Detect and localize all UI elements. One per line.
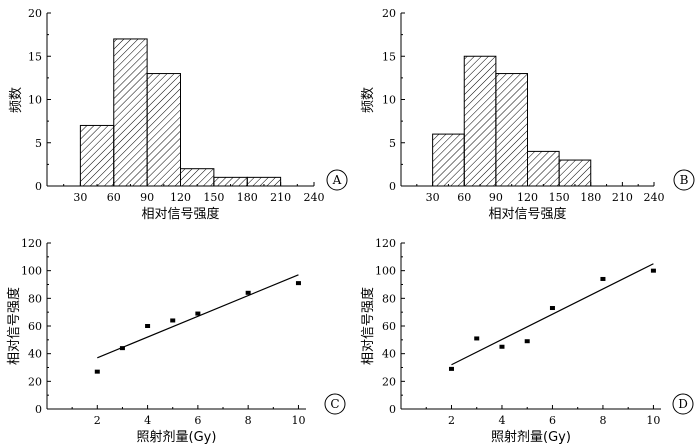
x-tick-label: 2 xyxy=(448,414,455,427)
x-tick-label: 180 xyxy=(580,191,601,204)
histogram-bar xyxy=(463,55,497,187)
x-tick-label: 10 xyxy=(646,414,660,427)
panel-badge xyxy=(324,393,346,415)
x-tick-label: 150 xyxy=(203,191,224,204)
histogram-bar xyxy=(180,168,215,187)
histogram-bar xyxy=(79,124,115,187)
histogram-bar xyxy=(495,73,528,187)
y-tick-label: 20 xyxy=(28,7,42,20)
x-axis-label: 照射剂量(Gy) xyxy=(491,429,571,445)
panel-badge xyxy=(673,169,695,191)
y-axis-label: 相对信号强度 xyxy=(6,287,22,365)
histogram-bar xyxy=(558,159,592,187)
y-tick-label: 5 xyxy=(389,137,396,150)
x-axis-label: 照射剂量(Gy) xyxy=(137,429,217,445)
x-tick-label: 8 xyxy=(599,414,606,427)
data-point xyxy=(245,290,251,295)
x-tick-label: 60 xyxy=(457,191,471,204)
scatter-d: 0 20 40 60 80 100 120 2 4 6 8 10 照射剂量(Gy) 相对信号强度 D xyxy=(360,237,694,445)
x-tick-label: 10 xyxy=(291,414,305,427)
y-tick-label: 10 xyxy=(28,94,42,107)
panel-label: B xyxy=(680,173,689,187)
y-tick-label: 40 xyxy=(28,348,42,361)
y-tick-label: 20 xyxy=(28,375,42,388)
panel-badge xyxy=(326,169,348,191)
y-tick-label: 100 xyxy=(375,265,396,278)
x-tick-label: 90 xyxy=(489,191,503,204)
data-point xyxy=(499,344,505,349)
data-point xyxy=(474,336,480,341)
y-tick-label: 60 xyxy=(382,320,396,333)
panel-label: C xyxy=(330,397,339,411)
data-point xyxy=(650,268,656,273)
x-tick-label: 30 xyxy=(426,191,440,204)
x-tick-label: 4 xyxy=(498,414,505,427)
y-tick-label: 60 xyxy=(28,320,42,333)
y-tick-label: 0 xyxy=(389,403,396,416)
y-tick-label: 0 xyxy=(35,403,42,416)
histogram-b: 0 5 10 15 20 30 60 90 120 150 180 210 240 相对信号强度 频数 B xyxy=(361,7,695,222)
x-tick-label: 90 xyxy=(140,191,154,204)
x-tick-label: 6 xyxy=(194,414,201,427)
fit-line xyxy=(451,263,654,366)
data-point xyxy=(119,346,125,351)
x-tick-label: 60 xyxy=(107,191,121,204)
y-tick-label: 80 xyxy=(28,292,42,305)
scatter-c: 0 20 40 60 80 100 120 2 4 6 8 10 照射剂量(Gy) 相对信号强度 C xyxy=(6,237,346,445)
x-tick-label: 210 xyxy=(612,191,633,204)
histogram-bar xyxy=(146,73,181,187)
x-tick-label: 2 xyxy=(94,414,101,427)
x-tick-label: 120 xyxy=(517,191,538,204)
x-tick-label: 240 xyxy=(304,191,325,204)
data-point xyxy=(549,306,555,311)
y-tick-label: 100 xyxy=(21,265,42,278)
x-tick-label: 8 xyxy=(245,414,252,427)
histogram-bar xyxy=(113,38,148,187)
x-tick-label: 240 xyxy=(644,191,665,204)
x-tick-label: 30 xyxy=(73,191,87,204)
x-axis-label: 相对信号强度 xyxy=(141,206,219,222)
histogram-a: 0 5 10 15 20 30 60 90 120 150 180 210 240 相对信号强度 频数 A xyxy=(9,7,348,222)
x-tick-label: 6 xyxy=(549,414,556,427)
y-axis-label: 频数 xyxy=(9,87,24,113)
y-tick-label: 20 xyxy=(382,7,396,20)
y-tick-label: 20 xyxy=(382,375,396,388)
panel-badge xyxy=(672,393,694,415)
x-tick-label: 180 xyxy=(237,191,258,204)
y-tick-label: 0 xyxy=(35,180,42,193)
data-point xyxy=(94,369,100,374)
x-axis-label: 相对信号强度 xyxy=(488,206,566,222)
y-tick-label: 10 xyxy=(382,94,396,107)
panel-label: A xyxy=(332,173,342,187)
y-axis-label: 频数 xyxy=(361,87,376,113)
y-tick-label: 120 xyxy=(375,237,396,250)
histogram-bar xyxy=(527,150,560,187)
y-axis-label: 相对信号强度 xyxy=(360,287,376,365)
x-tick-label: 120 xyxy=(170,191,191,204)
data-point xyxy=(448,366,454,371)
fit-line xyxy=(97,274,299,359)
data-point xyxy=(170,318,176,323)
y-tick-label: 15 xyxy=(28,50,42,63)
y-tick-label: 80 xyxy=(382,292,396,305)
y-tick-label: 5 xyxy=(35,137,42,150)
x-tick-label: 150 xyxy=(549,191,570,204)
data-point xyxy=(600,276,606,281)
panel-label: D xyxy=(678,397,688,411)
data-point xyxy=(295,281,301,286)
x-tick-label: 210 xyxy=(270,191,291,204)
y-tick-label: 15 xyxy=(382,50,396,63)
y-tick-label: 120 xyxy=(21,237,42,250)
y-tick-label: 40 xyxy=(382,348,396,361)
data-point xyxy=(524,339,530,344)
data-point xyxy=(145,324,151,328)
y-tick-label: 0 xyxy=(389,180,396,193)
data-point xyxy=(195,311,201,316)
histogram-bar xyxy=(432,133,465,187)
x-tick-label: 4 xyxy=(144,414,151,427)
